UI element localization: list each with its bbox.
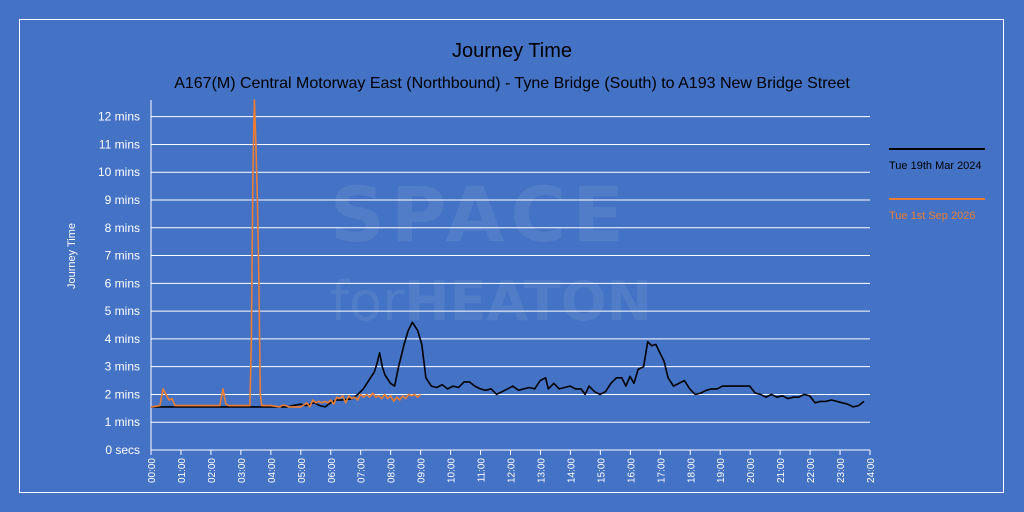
x-tick-label: 10:00	[447, 458, 458, 483]
x-tick-label: 03:00	[237, 458, 248, 483]
y-axis-title: Journey Time	[66, 223, 78, 289]
y-tick-label: 2 mins	[105, 387, 140, 401]
y-tick-label: 9 mins	[105, 193, 140, 207]
x-tick-label: 17:00	[656, 458, 667, 483]
x-tick-label: 04:00	[267, 458, 278, 483]
y-tick-label: 10 mins	[98, 165, 140, 179]
watermark: SPACE forHEATON	[330, 170, 652, 333]
x-tick-label: 12:00	[507, 458, 518, 483]
legend-line-series-1	[889, 148, 985, 150]
x-tick-label: 14:00	[566, 458, 577, 483]
legend-label-series-2: Tue 1st Sep 2026	[889, 210, 976, 222]
chart-border	[19, 19, 1004, 493]
y-tick-label: 5 mins	[105, 304, 140, 318]
y-tick-label: 7 mins	[105, 249, 140, 263]
y-tick-label: 0 secs	[105, 443, 140, 457]
y-tick-label: 3 mins	[105, 360, 140, 374]
x-tick-label: 18:00	[686, 458, 697, 483]
y-tick-label: 8 mins	[105, 221, 140, 235]
chart-title: Journey Time	[451, 40, 573, 62]
series-line-2	[150, 99, 422, 408]
x-tick-label: 08:00	[387, 458, 398, 483]
x-tick-label: 16:00	[626, 458, 637, 483]
y-tick-label: 4 mins	[105, 332, 140, 346]
legend-label-series-1: Tue 19th Mar 2024	[889, 160, 982, 172]
x-tick-label: 15:00	[596, 458, 607, 483]
x-tick-label: 24:00	[866, 458, 877, 483]
legend-line-series-2	[889, 198, 985, 200]
x-tick-label: 00:00	[147, 458, 158, 483]
x-tick-label: 06:00	[327, 458, 338, 483]
series-line-1	[151, 321, 865, 408]
x-tick-label: 05:00	[297, 458, 308, 483]
x-tick-label: 19:00	[716, 458, 727, 483]
y-tick-label: 12 mins	[98, 110, 140, 124]
x-tick-label: 13:00	[536, 458, 547, 483]
y-tick-label: 6 mins	[105, 276, 140, 290]
chart-subtitle: A167(M) Central Motorway East (Northboun…	[174, 75, 850, 92]
y-tick-label: 11 mins	[99, 137, 140, 151]
x-tick-label: 09:00	[417, 458, 428, 483]
x-tick-label: 22:00	[806, 458, 817, 483]
x-tick-label: 07:00	[357, 458, 368, 483]
x-tick-label: 02:00	[207, 458, 218, 483]
x-tick-label: 11:00	[477, 458, 488, 483]
y-tick-label: 1 mins	[105, 415, 140, 429]
x-tick-label: 23:00	[836, 458, 847, 483]
x-tick-label: 20:00	[746, 458, 757, 483]
x-tick-label: 21:00	[776, 458, 787, 483]
x-tick-label: 01:00	[177, 458, 188, 483]
